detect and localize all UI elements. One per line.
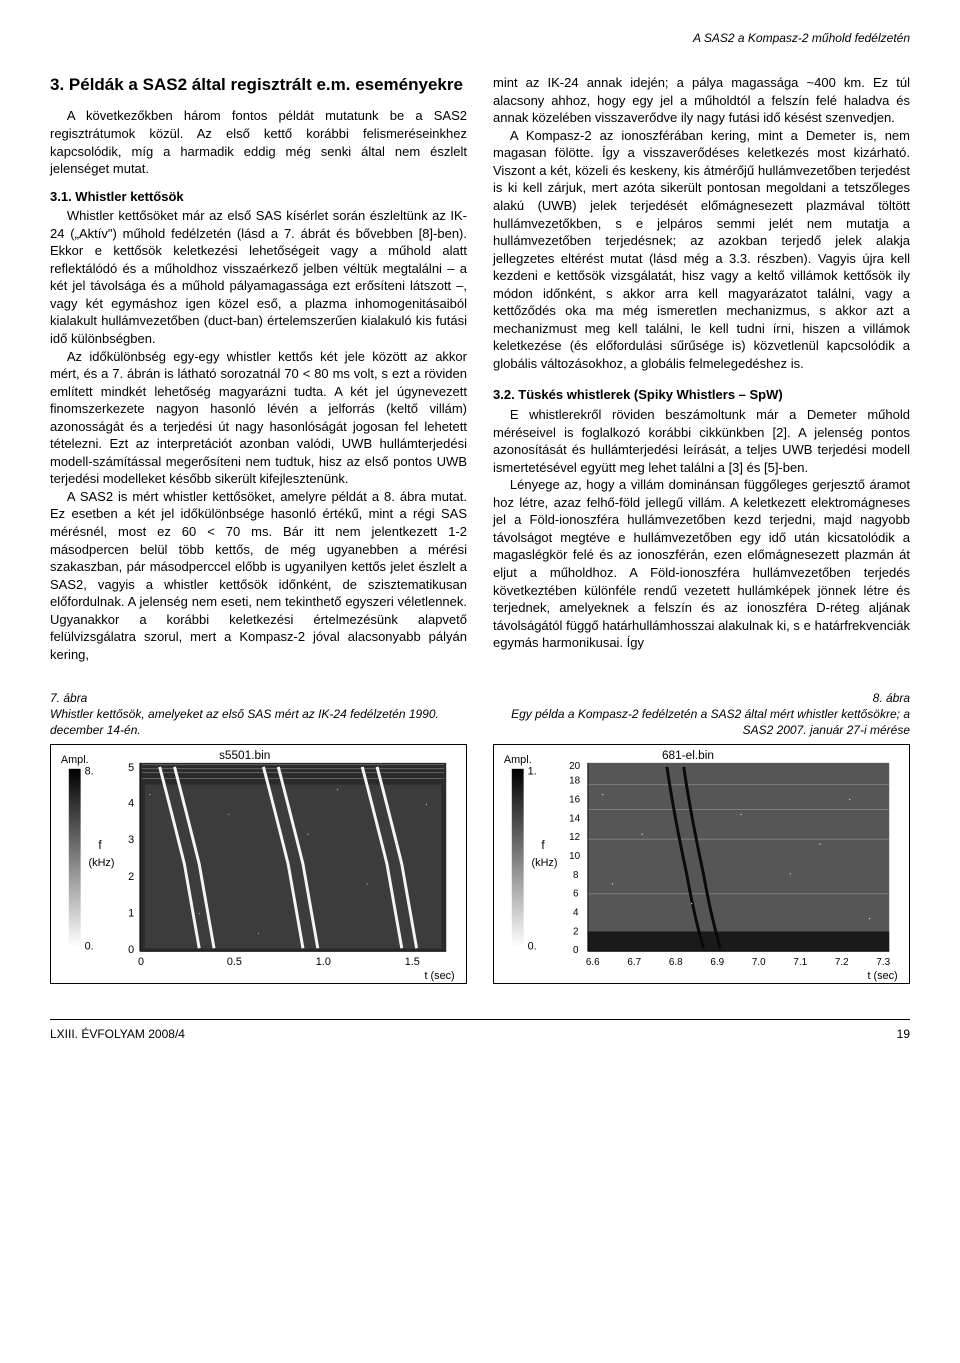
fig8-caption: Egy példa a Kompasz-2 fedélzetén a SAS2 … bbox=[493, 707, 910, 738]
fig7-plot-area bbox=[140, 763, 446, 951]
fig7-file-label: s5501.bin bbox=[219, 748, 270, 762]
fig7-xlabel: t (sec) bbox=[425, 970, 455, 982]
fig7-caption: Whistler kettősök, amelyeket az első SAS… bbox=[50, 707, 467, 738]
fig7-label: 7. ábra bbox=[50, 691, 467, 707]
fig8-ampl-label: Ampl. bbox=[504, 754, 532, 766]
fig8-ylabel-khz: (kHz) bbox=[532, 857, 558, 869]
subsection-3-2-title: 3.2. Tüskés whistlerek (Spiky Whistlers … bbox=[493, 386, 910, 404]
subsection-3-1-title: 3.1. Whistler kettősök bbox=[50, 188, 467, 206]
svg-text:7.1: 7.1 bbox=[793, 957, 807, 968]
fig8-container: Ampl. 1. 0. f (kHz) bbox=[493, 744, 910, 989]
s31-paragraph-3: A SAS2 is mért whistler kettősöket, amel… bbox=[50, 488, 467, 663]
fig8-plot-area bbox=[588, 763, 889, 951]
svg-text:0.5: 0.5 bbox=[227, 956, 242, 968]
svg-text:6.7: 6.7 bbox=[627, 957, 641, 968]
fig7-spectrogram: Ampl. 8. 0. f (kHz) bbox=[50, 744, 467, 984]
svg-text:4: 4 bbox=[128, 798, 134, 810]
svg-text:1.0: 1.0 bbox=[316, 956, 331, 968]
svg-text:3: 3 bbox=[128, 834, 134, 846]
svg-text:6.9: 6.9 bbox=[710, 957, 724, 968]
svg-text:4: 4 bbox=[573, 908, 579, 919]
right-paragraph-2: A Kompasz-2 az ionoszférában kering, min… bbox=[493, 127, 910, 373]
svg-text:7.0: 7.0 bbox=[752, 957, 766, 968]
svg-text:6: 6 bbox=[573, 889, 579, 900]
footer-page-number: 19 bbox=[897, 1026, 910, 1042]
fig8-label: 8. ábra bbox=[493, 691, 910, 707]
svg-text:8: 8 bbox=[573, 870, 579, 881]
fig7-caption-block: 7. ábra Whistler kettősök, amelyeket az … bbox=[50, 691, 467, 738]
svg-text:0: 0 bbox=[128, 944, 134, 956]
svg-text:2: 2 bbox=[573, 927, 578, 938]
intro-paragraph: A következőkben három fontos példát muta… bbox=[50, 107, 467, 177]
fig7-ampl-max: 8. bbox=[85, 766, 94, 778]
svg-text:1.5: 1.5 bbox=[405, 956, 420, 968]
svg-text:18: 18 bbox=[569, 776, 580, 787]
page-footer: LXIII. ÉVFOLYAM 2008/4 19 bbox=[50, 1019, 910, 1042]
s32-paragraph-1: E whistlerekről röviden beszámoltunk már… bbox=[493, 406, 910, 476]
figure-captions-row: 7. ábra Whistler kettősök, amelyeket az … bbox=[50, 673, 910, 738]
s31-paragraph-2: Az időkülönbség egy-egy whistler kettős … bbox=[50, 348, 467, 488]
left-column: 3. Példák a SAS2 által regisztrált e.m. … bbox=[50, 74, 467, 663]
figures-row: Ampl. 8. 0. f (kHz) bbox=[50, 744, 910, 989]
s31-paragraph-1: Whistler kettősöket már az első SAS kísé… bbox=[50, 207, 467, 347]
svg-text:10: 10 bbox=[569, 851, 580, 862]
fig8-xlabel: t (sec) bbox=[868, 970, 898, 982]
svg-text:5: 5 bbox=[128, 762, 134, 774]
two-column-body: 3. Példák a SAS2 által regisztrált e.m. … bbox=[50, 74, 910, 663]
svg-text:20: 20 bbox=[569, 761, 580, 772]
fig8-ampl-min: 0. bbox=[528, 940, 537, 952]
svg-text:0: 0 bbox=[138, 956, 144, 968]
svg-text:2: 2 bbox=[128, 871, 134, 883]
svg-text:7.2: 7.2 bbox=[835, 957, 849, 968]
svg-text:6.6: 6.6 bbox=[586, 957, 600, 968]
fig7-ylabel-khz: (kHz) bbox=[89, 857, 115, 869]
svg-text:6.8: 6.8 bbox=[669, 957, 683, 968]
footer-left: LXIII. ÉVFOLYAM 2008/4 bbox=[50, 1026, 185, 1042]
section-title: 3. Példák a SAS2 által regisztrált e.m. … bbox=[50, 74, 467, 95]
svg-text:7.3: 7.3 bbox=[876, 957, 890, 968]
fig8-ampl-max: 1. bbox=[528, 766, 537, 778]
fig8-spectrogram: Ampl. 1. 0. f (kHz) bbox=[493, 744, 910, 984]
s32-paragraph-2: Lényege az, hogy a villám dominánsan füg… bbox=[493, 476, 910, 651]
fig7-container: Ampl. 8. 0. f (kHz) bbox=[50, 744, 467, 989]
svg-text:0: 0 bbox=[573, 945, 579, 956]
running-head: A SAS2 a Kompasz-2 műhold fedélzetén bbox=[50, 30, 910, 46]
fig7-ampl-label: Ampl. bbox=[61, 754, 89, 766]
svg-text:1: 1 bbox=[128, 908, 134, 920]
right-continuation: mint az IK-24 annak idején; a pálya maga… bbox=[493, 74, 910, 127]
fig8-caption-block: 8. ábra Egy példa a Kompasz-2 fedélzetén… bbox=[493, 691, 910, 738]
right-column: mint az IK-24 annak idején; a pálya maga… bbox=[493, 74, 910, 663]
fig7-ampl-min: 0. bbox=[85, 940, 94, 952]
svg-text:14: 14 bbox=[569, 814, 580, 825]
svg-text:12: 12 bbox=[569, 832, 580, 843]
svg-text:16: 16 bbox=[569, 795, 580, 806]
fig8-file-label: 681-el.bin bbox=[662, 748, 714, 762]
